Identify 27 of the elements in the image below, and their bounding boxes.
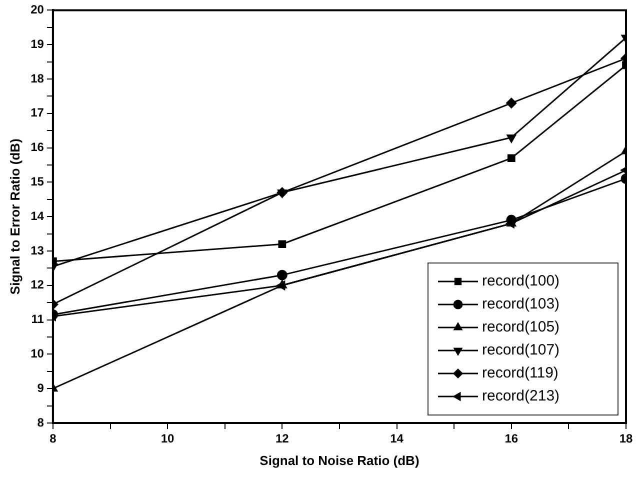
x-tick-label: 16 [504,432,518,446]
y-tick-label: 15 [30,174,44,189]
legend-label: record(213) [482,388,560,405]
y-tick-label: 14 [30,208,44,223]
legend-label: record(103) [482,296,560,313]
y-tick-label: 13 [30,243,44,258]
x-tick-label: 12 [275,432,290,446]
x-axis-title: Signal to Noise Ratio (dB) [260,452,420,468]
x-tick-label: 18 [619,432,633,446]
y-tick-label: 19 [30,36,44,51]
x-tick-label: 10 [160,432,175,446]
y-tick-label: 9 [37,380,44,395]
y-axis-title: Signal to Error Ratio (dB) [7,138,22,295]
y-tick-label: 20 [30,2,44,17]
y-tick-label: 10 [30,346,44,361]
legend-label: record(105) [482,318,560,336]
y-tick-label: 12 [30,278,44,292]
y-tick-label: 18 [30,71,44,86]
x-tick-label: 14 [390,432,404,446]
legend-label: record(100) [482,272,560,290]
x-tick-label: 8 [50,432,57,446]
y-tick-label: 11 [31,312,44,326]
y-tick-label: 16 [30,140,44,154]
y-tick-label: 17 [30,106,44,120]
y-tick-label: 8 [37,415,44,430]
legend-label: record(107) [482,342,560,359]
legend-label: record(119) [482,364,558,382]
